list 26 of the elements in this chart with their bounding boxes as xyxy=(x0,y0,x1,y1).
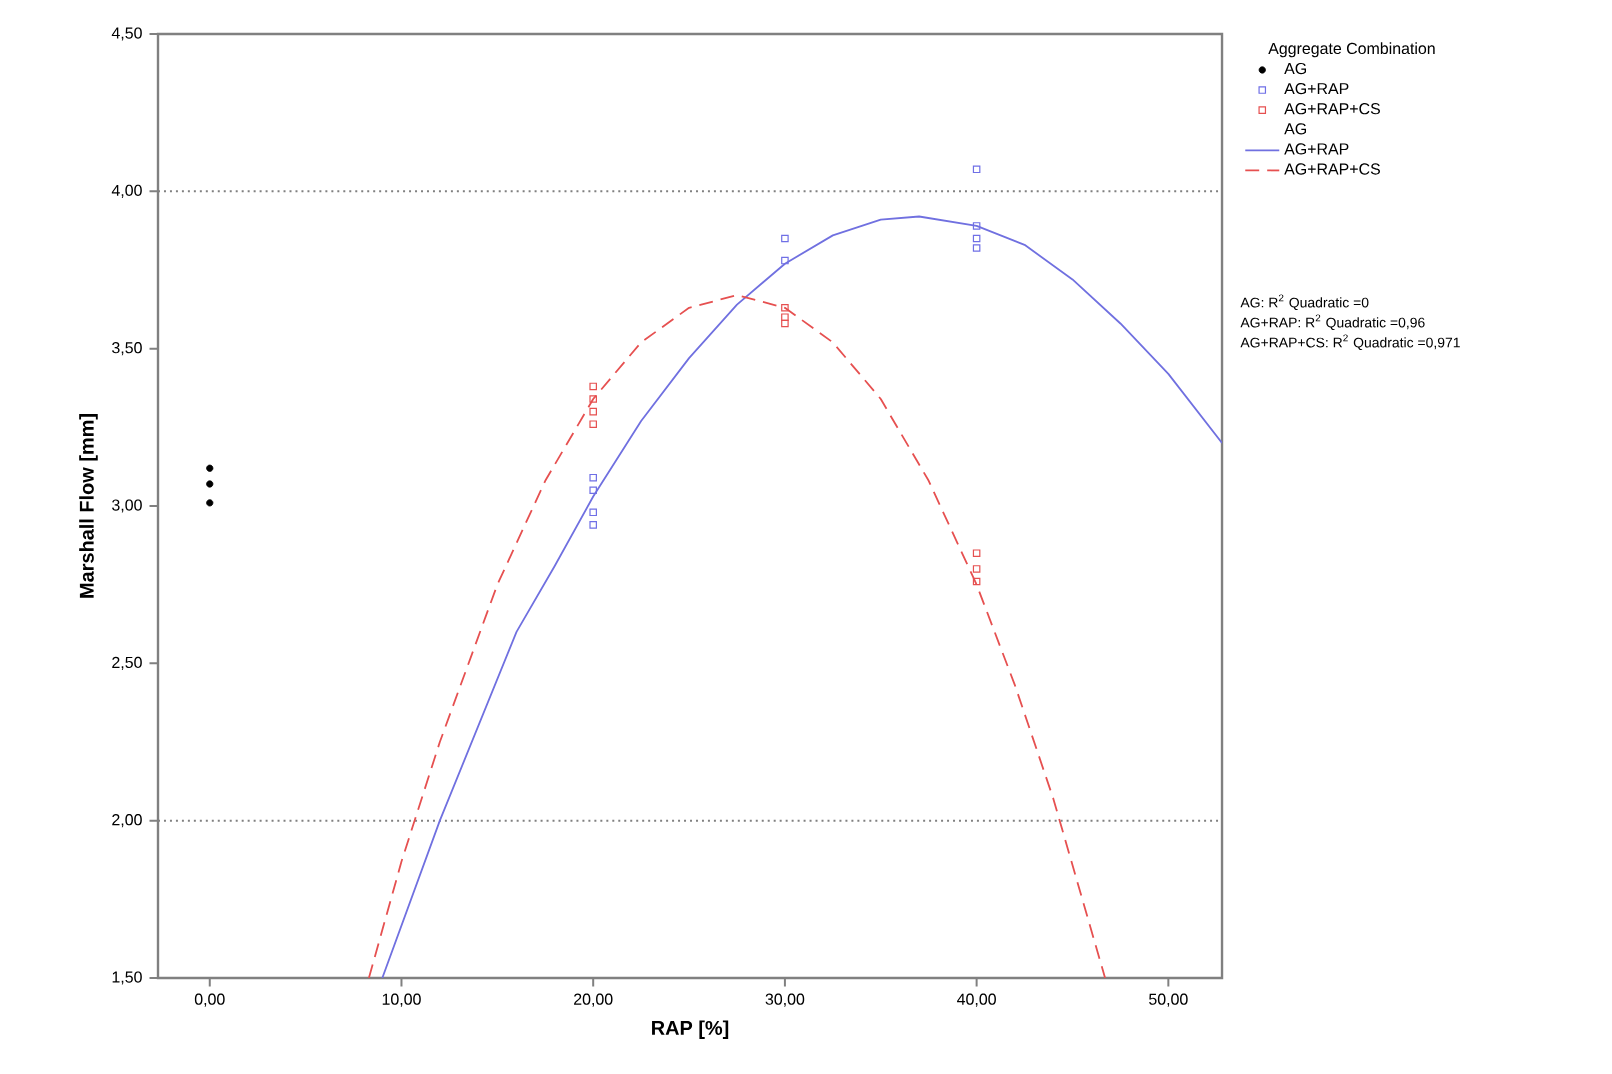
x-axis-title: RAP [%] xyxy=(652,1020,729,1039)
point xyxy=(781,234,789,243)
point xyxy=(589,508,597,517)
point xyxy=(589,407,597,416)
point xyxy=(589,521,597,529)
point xyxy=(781,319,789,328)
point xyxy=(206,464,214,472)
point xyxy=(972,577,981,586)
point xyxy=(589,382,597,391)
point xyxy=(972,244,981,252)
point xyxy=(589,420,597,428)
point xyxy=(972,165,981,174)
point xyxy=(589,473,597,482)
point xyxy=(206,480,214,488)
point xyxy=(206,499,214,507)
point xyxy=(781,303,789,312)
point xyxy=(972,565,981,573)
point xyxy=(972,549,981,557)
point xyxy=(589,395,597,403)
line-series xyxy=(367,294,1106,978)
point xyxy=(781,313,789,321)
point xyxy=(589,486,597,495)
point xyxy=(972,222,981,230)
y-axis-title: Marshall Flow [mm] xyxy=(79,414,98,598)
point xyxy=(781,256,789,265)
point xyxy=(972,234,981,243)
